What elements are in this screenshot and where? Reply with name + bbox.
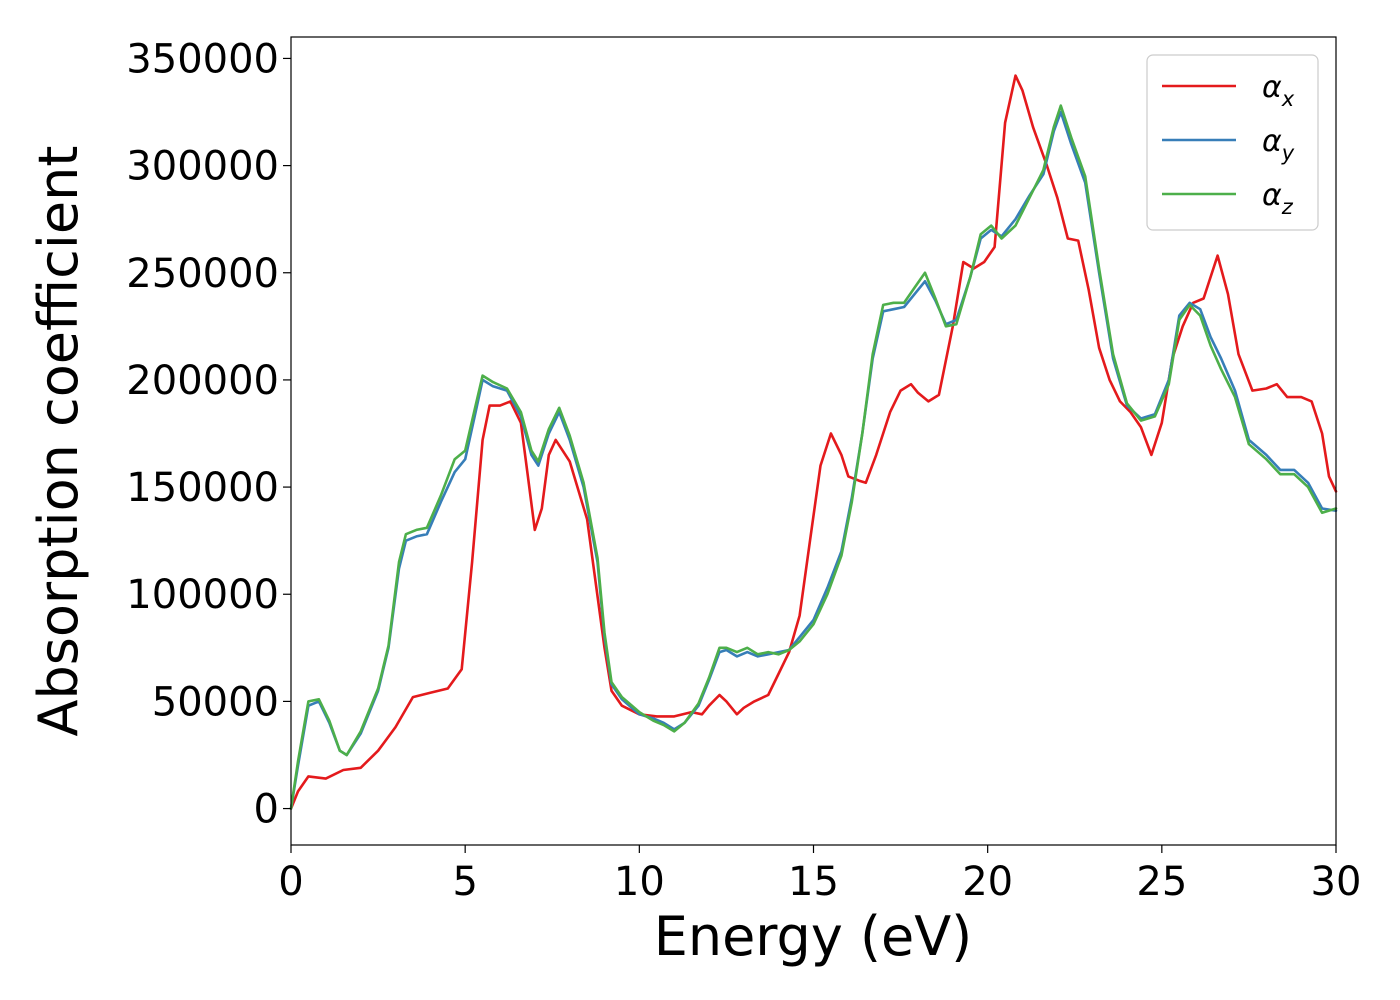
x-ticks: 0 5 10 15 20 25 30 [278,845,1361,905]
series-layer [289,74,1338,810]
x-tick-label: 30 [1311,859,1362,905]
x-tick-label: 5 [452,859,477,905]
y-tick-label: 100000 [126,572,279,618]
y-tick-label: 0 [254,787,279,833]
y-tick-label: 200000 [126,358,279,404]
x-axis-label: Energy (eV) [654,905,973,968]
x-tick-label: 20 [962,859,1013,905]
x-tick-label: 10 [614,859,665,905]
y-tick-label: 50000 [152,679,279,725]
y-ticks: 0 50000 100000 150000 200000 250000 300000 3500… [126,36,291,833]
series-line-alpha-z [289,104,1338,810]
x-tick-label: 0 [278,859,303,905]
y-axis-label: Absorption coefficient [27,146,90,737]
y-tick-label: 150000 [126,465,279,511]
x-tick-label: 15 [788,859,839,905]
y-tick-label: 350000 [126,36,279,82]
legend-box [1146,54,1319,231]
x-tick-label: 25 [1136,859,1187,905]
y-tick-label: 300000 [126,144,279,190]
y-tick-label: 250000 [126,251,279,297]
